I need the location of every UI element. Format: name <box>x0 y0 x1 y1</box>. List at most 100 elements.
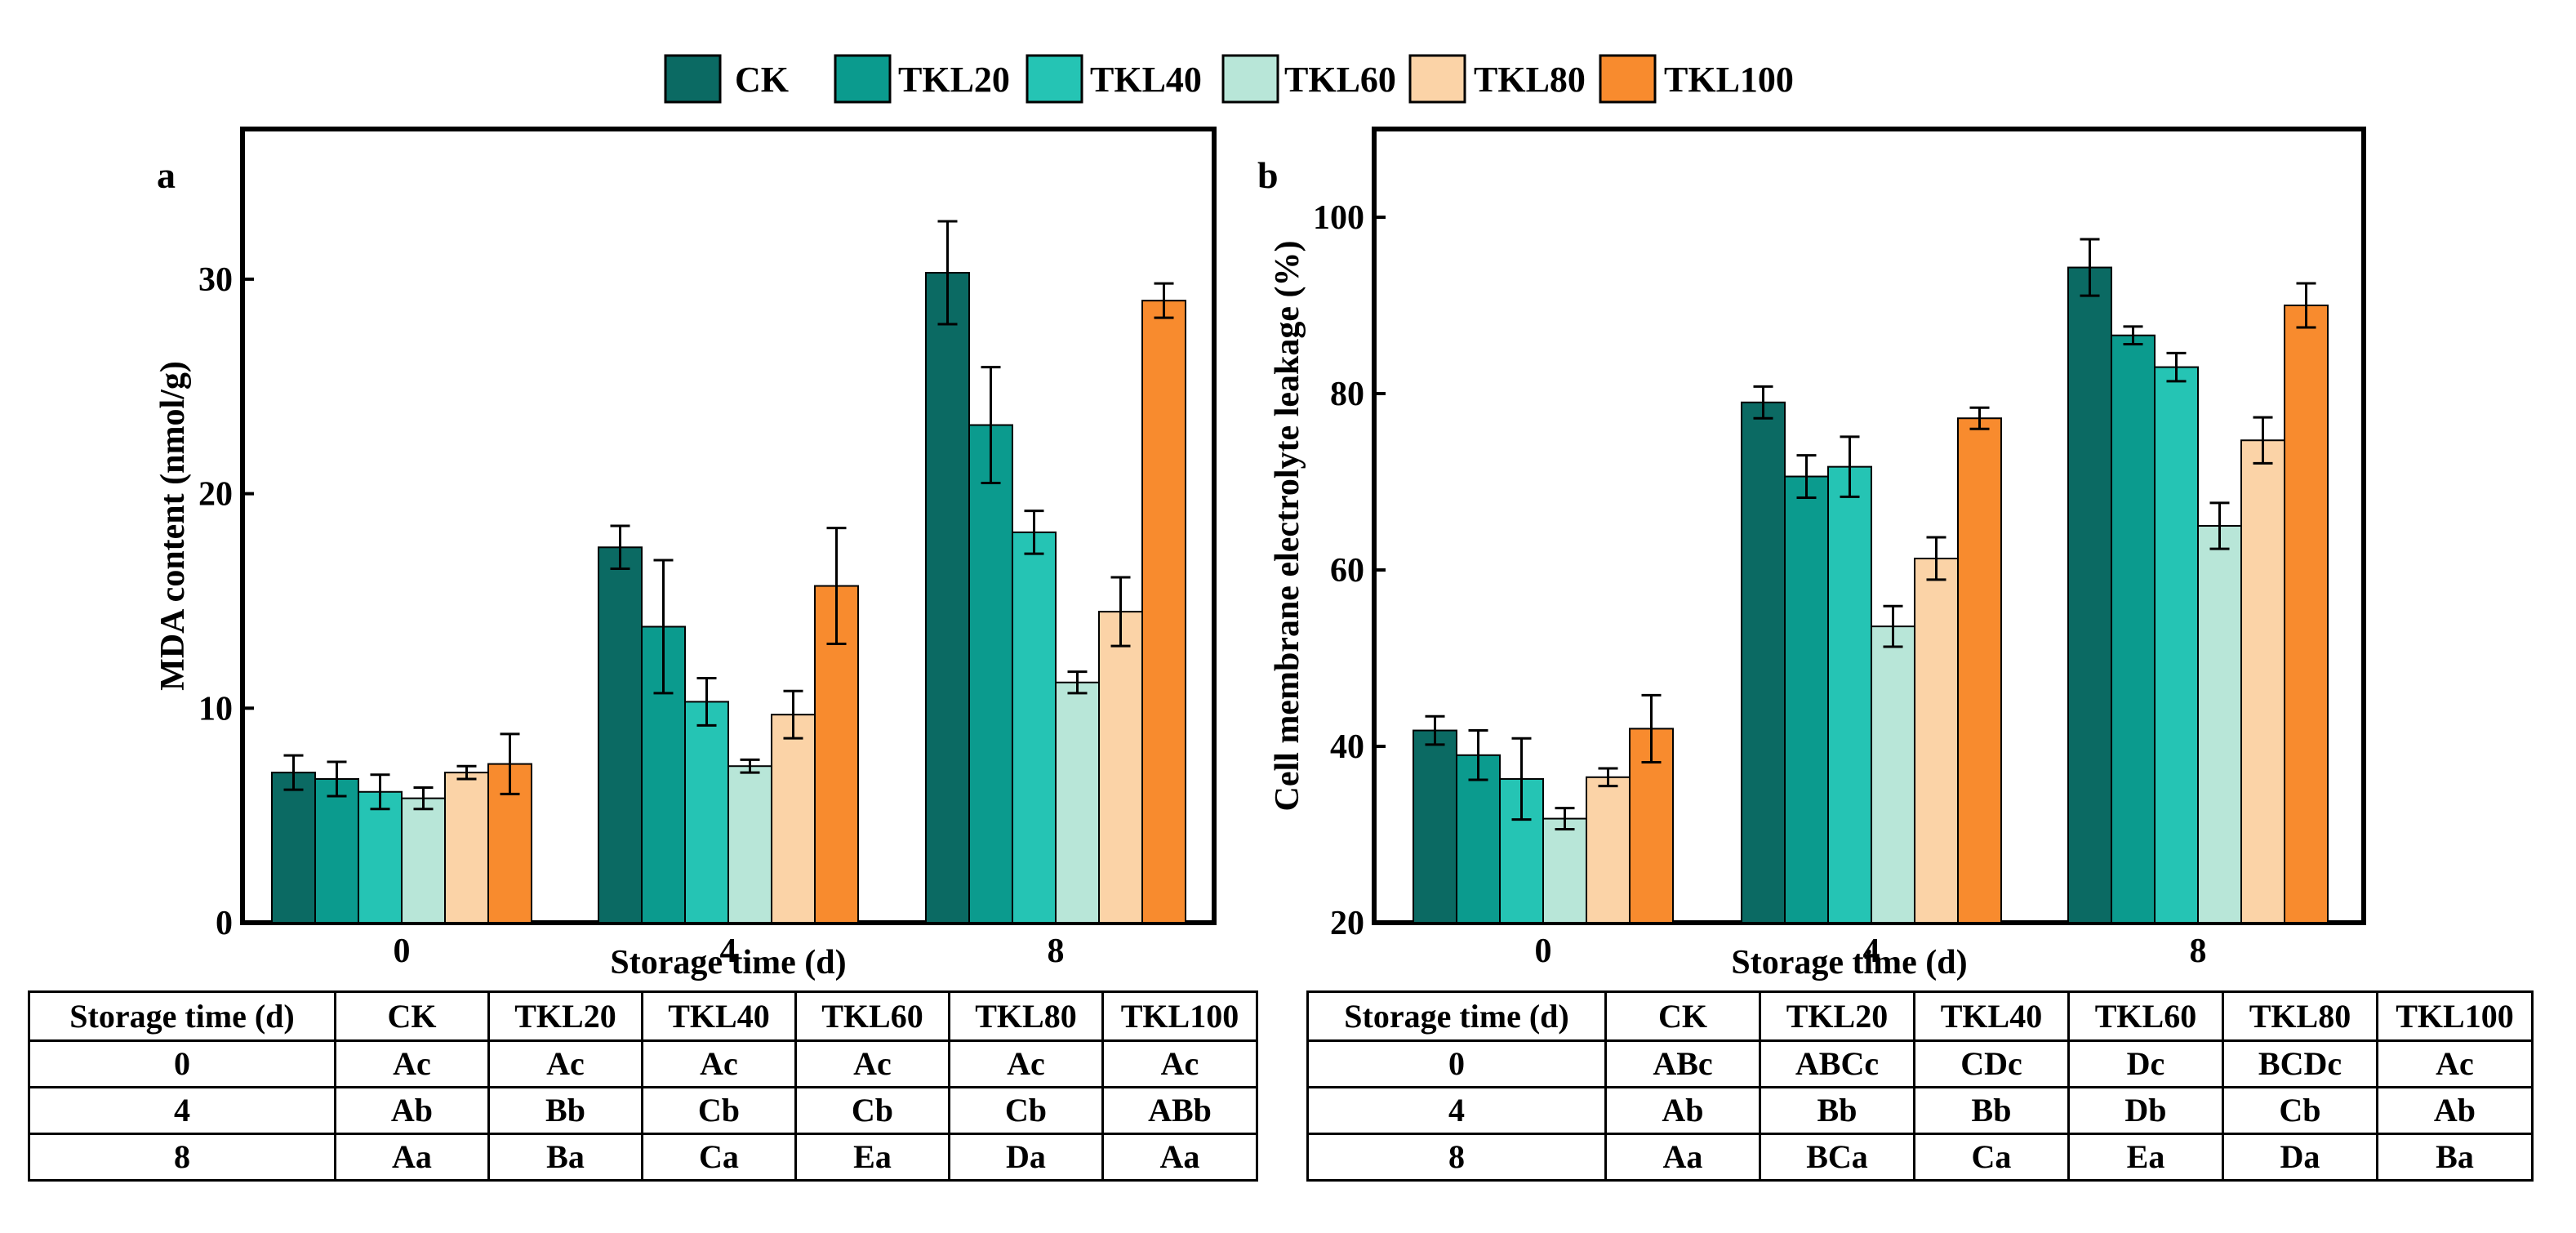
table-header-cell: TKL100 <box>1101 990 1258 1042</box>
error-bar-tkl100-d8 <box>1154 282 1174 319</box>
bar-ck-d0 <box>1413 729 1457 924</box>
legend-label-tkl20: TKL20 <box>898 60 1010 100</box>
table-header-cell: TKL20 <box>487 990 643 1042</box>
table-cell: Ba <box>2376 1133 2534 1182</box>
bar-tkl60-d8 <box>2197 525 2242 924</box>
bar-tkl100-d8 <box>1141 300 1186 924</box>
x-tick-label: 4 <box>720 933 737 970</box>
table-header-cell: TKL100 <box>2376 990 2534 1042</box>
legend-swatch-tkl100 <box>1599 54 1657 104</box>
bar-tkl20-d0 <box>314 777 359 924</box>
bar-tkl100-d8 <box>2284 305 2329 924</box>
error-bar-ck-d4 <box>610 524 630 571</box>
table-row: 0 ABc ABCc CDc Dc BCDc Ac <box>1306 1039 2534 1088</box>
table-cell: ABc <box>1604 1039 1761 1088</box>
bar-tkl40-d8 <box>2154 366 2199 924</box>
table-cell: Da <box>2222 1133 2378 1182</box>
bar-tkl20-d8 <box>968 424 1013 924</box>
table-row: 8 Aa Ba Ca Ea Da Aa <box>28 1133 1258 1182</box>
table-cell: Cb <box>641 1086 797 1135</box>
table-cell: Ba <box>487 1133 643 1182</box>
table-header-cell: CK <box>334 990 490 1042</box>
legend-label-tkl60: TKL60 <box>1284 60 1396 100</box>
error-bar-tkl100-d4 <box>1969 406 1990 430</box>
table-cell: CDc <box>1913 1039 2070 1088</box>
table-cell: Ea <box>2067 1133 2224 1182</box>
bar-tkl60-d4 <box>1871 625 1915 924</box>
error-bar-tkl20-d0 <box>327 760 347 798</box>
table-cell: Bb <box>1913 1086 2070 1135</box>
x-tick-label: 0 <box>394 933 411 970</box>
error-bar-tkl40-d4 <box>696 677 717 727</box>
panel-label: b <box>1257 154 1279 196</box>
table-cell: BCDc <box>2222 1039 2378 1088</box>
table-header-row: Storage time (d) CK TKL20 TKL40 TKL60 TKL80 TK… <box>1306 990 2534 1042</box>
error-bar-ck-d0 <box>1425 714 1445 746</box>
legend-swatch-tkl20 <box>834 54 892 104</box>
table-cell: Db <box>2067 1086 2224 1135</box>
bar-tkl60-d8 <box>1055 681 1100 924</box>
x-tick-label: 4 <box>1863 933 1880 970</box>
table-cell: Ea <box>794 1133 950 1182</box>
bar-tkl80-d0 <box>444 772 489 924</box>
x-tick-label: 8 <box>1048 933 1065 970</box>
significance-table-a: Storage time (d) CK TKL20 TKL40 TKL60 TKL80 TK… <box>28 990 1258 1182</box>
table-cell: Ca <box>1913 1133 2070 1182</box>
x-tick-label: 0 <box>1535 933 1552 970</box>
error-bar-tkl60-d4 <box>740 758 760 774</box>
legend-label-ck: CK <box>735 60 789 100</box>
error-bar-tkl100-d8 <box>2296 282 2316 329</box>
table-header-cell: TKL60 <box>794 990 950 1042</box>
error-bar-tkl40-d4 <box>1840 435 1860 498</box>
y-axis-title: Cell membrane electrolyte leakage (%) <box>1269 241 1306 812</box>
error-bar-tkl40-d0 <box>370 773 390 811</box>
y-tick-label: 0 <box>216 905 233 942</box>
table-cell: Bb <box>487 1086 643 1135</box>
panel-b: 20 40 60 80 100 0 4 8 b Cell membrane electrolyte… <box>1257 127 2366 982</box>
bar-tkl40-d4 <box>1827 465 1872 924</box>
error-bar-ck-d0 <box>283 754 304 791</box>
table-row: 4 Ab Bb Bb Db Cb Ab <box>1306 1086 2534 1135</box>
table-cell: Ac <box>487 1039 643 1088</box>
error-bar-tkl20-d0 <box>1468 729 1488 781</box>
error-bar-tkl100-d0 <box>500 732 520 795</box>
error-bar-tkl60-d0 <box>413 786 434 811</box>
table-cell: Cb <box>794 1086 950 1135</box>
bar-tkl80-d8 <box>1098 611 1143 924</box>
bar-ck-d4 <box>1741 401 1786 924</box>
legend-swatch-tkl40 <box>1026 54 1083 104</box>
bar-tkl80-d4 <box>1914 557 1959 924</box>
table-cell: BCa <box>1759 1133 1915 1182</box>
table-header-cell: Storage time (d) <box>28 990 336 1042</box>
table-cell: Bb <box>1759 1086 1915 1135</box>
bar-ck-d4 <box>598 546 643 924</box>
table-header-row: Storage time (d) CK TKL20 TKL40 TKL60 TKL80 TK… <box>28 990 1258 1042</box>
error-bar-tkl80-d0 <box>456 764 477 781</box>
table-cell: 8 <box>1306 1133 1607 1182</box>
table-cell: Ac <box>334 1039 490 1088</box>
table-cell: 8 <box>28 1133 336 1182</box>
table-cell: 0 <box>1306 1039 1607 1088</box>
legend-label-tkl80: TKL80 <box>1474 60 1586 100</box>
table-header-cell: Storage time (d) <box>1306 990 1607 1042</box>
error-bar-tkl40-d0 <box>1511 737 1532 821</box>
y-tick-label: 30 <box>198 261 233 299</box>
table-cell: Aa <box>1101 1133 1258 1182</box>
error-bar-tkl60-d4 <box>1883 604 1903 648</box>
bar-tkl60-d4 <box>727 765 772 924</box>
table-cell: Ab <box>334 1086 490 1135</box>
bar-tkl40-d4 <box>684 701 729 924</box>
table-cell: Ac <box>948 1039 1104 1088</box>
bar-ck-d0 <box>271 772 316 924</box>
table-cell: ABb <box>1101 1086 1258 1135</box>
y-tick-label: 60 <box>1330 552 1364 590</box>
y-tick-label: 80 <box>1330 376 1364 413</box>
bar-tkl40-d8 <box>1012 531 1057 924</box>
table-cell: Ac <box>641 1039 797 1088</box>
table-row: 4 Ab Bb Cb Cb Cb ABb <box>28 1086 1258 1135</box>
error-bar-tkl60-d8 <box>1067 670 1088 695</box>
error-bar-tkl60-d8 <box>2209 501 2230 550</box>
table-header-cell: TKL60 <box>2067 990 2224 1042</box>
error-bar-tkl100-d4 <box>826 527 847 645</box>
